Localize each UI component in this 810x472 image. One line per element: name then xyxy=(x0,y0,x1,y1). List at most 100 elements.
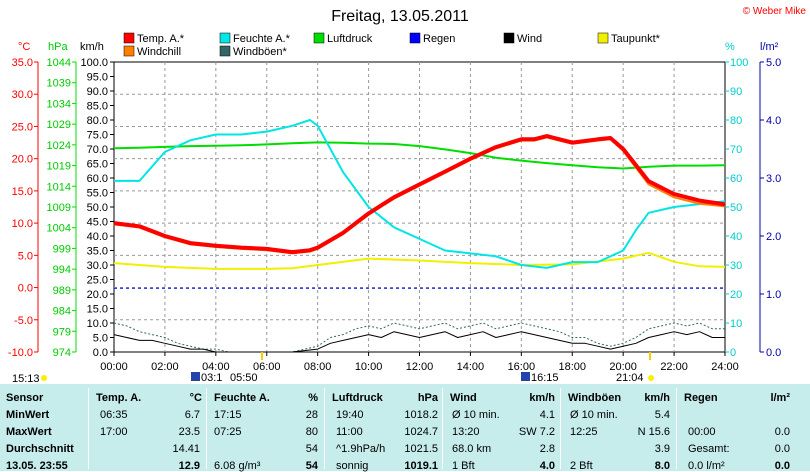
temp-tick-label: 0.0 xyxy=(18,283,33,295)
series-line-feuchte-a xyxy=(114,119,726,269)
wind-tick-label: 65.0 xyxy=(87,159,108,171)
stats-rain-value: 0.0 xyxy=(774,460,790,472)
rain-tick-label: 5.0 xyxy=(766,57,781,69)
legend: Temp. A.* Feuchte A.* Luftdruck Regen Wind Ta… xyxy=(123,32,661,58)
stats-gust-label: Ø 10 min. xyxy=(570,409,618,421)
stats-rain-label: 00:00 xyxy=(688,426,716,438)
x-tick-label: 18:00 xyxy=(558,361,586,373)
wind-unit-label: km/h xyxy=(80,41,104,53)
stats-header-pressure: Luftdruck xyxy=(332,392,383,404)
humidity-tick-label: 90 xyxy=(730,86,742,98)
x-tick-label: 16:00 xyxy=(508,361,536,373)
wind-tick-label: 0.0 xyxy=(93,347,108,359)
legend-swatch xyxy=(123,32,135,44)
wind-tick-label: 60.0 xyxy=(87,173,108,185)
stats-header-humidity-unit: % xyxy=(308,392,318,404)
wind-tick-label: 10.0 xyxy=(87,318,108,330)
pressure-tick-label: 984 xyxy=(53,306,71,318)
temp-tick-label: -5.0 xyxy=(14,315,33,327)
wind-tick-label: 50.0 xyxy=(87,202,108,214)
pressure-tick-label: 1034 xyxy=(47,98,71,110)
stats-header-humidity: Feuchte A. xyxy=(214,392,270,404)
rain-tick-label: 1.0 xyxy=(766,289,781,301)
wind-tick-label: 5.0 xyxy=(93,333,108,345)
stats-row-label: MinWert xyxy=(6,409,50,421)
humidity-tick-label: 30 xyxy=(730,260,742,272)
temp-tick-label: -10.0 xyxy=(8,347,33,359)
humidity-unit-label: % xyxy=(725,41,735,53)
stats-header-sensor: Sensor xyxy=(6,392,44,404)
pressure-tick-label: 1019 xyxy=(47,161,71,173)
stats-temp-time: 06:35 xyxy=(100,409,128,421)
column-separator xyxy=(560,388,561,469)
grid-lines xyxy=(114,62,725,352)
temp-tick-label: 35.0 xyxy=(12,57,33,69)
rain-tick-label: 2.0 xyxy=(766,231,781,243)
wind-tick-label: 95.0 xyxy=(87,72,108,84)
series-line-luftdruck xyxy=(113,141,726,170)
wind-tick-label: 55.0 xyxy=(87,188,108,200)
pressure-tick-label: 979 xyxy=(53,326,71,338)
pressure-tick-label: 999 xyxy=(53,243,71,255)
humidity-tick-label: 80 xyxy=(730,115,742,127)
marker-label-left: 15:13 xyxy=(12,373,40,384)
stats-humidity-value: 28 xyxy=(305,409,318,421)
sun-moon-markers: 15:13 03:1 05:50 16:15 21:04 xyxy=(12,352,654,384)
x-tick-label: 12:00 xyxy=(406,361,434,373)
stats-humidity-time: 07:25 xyxy=(214,426,242,438)
x-tick-label: 08:00 xyxy=(304,361,332,373)
sunset-label: 21:04 xyxy=(616,372,644,384)
legend-label: Wind xyxy=(517,33,542,45)
pressure-tick-label: 1004 xyxy=(47,223,71,235)
humidity-tick-label: 0 xyxy=(730,347,736,359)
pressure-tick-label: 994 xyxy=(53,264,71,276)
series-line-wind xyxy=(113,331,725,353)
stats-wind-label: 13:20 xyxy=(452,426,480,438)
humidity-tick-label: 10 xyxy=(730,318,742,330)
moonrise-label: 03:1 xyxy=(201,372,222,384)
x-tick-label: 02:00 xyxy=(151,361,179,373)
moon-icon xyxy=(521,372,530,381)
stats-gust-value: 5.4 xyxy=(654,409,670,421)
temp-tick-label: 10.0 xyxy=(12,218,33,230)
column-separator xyxy=(88,388,89,469)
rain-unit-label: l/m² xyxy=(760,41,779,53)
pressure-tick-label: 1039 xyxy=(47,78,71,90)
stats-rain-value: 0.0 xyxy=(774,426,790,438)
rain-tick-label: 4.0 xyxy=(766,115,781,127)
axes-layer: 35.0 30.0 25.0 20.0 15.0 10.0 5.0 0.0 -5.0 -10.0 1… xyxy=(8,41,781,373)
stats-rain-label: 0.0 l/m² xyxy=(688,460,725,472)
legend-swatch xyxy=(597,32,609,44)
wind-tick-label: 30.0 xyxy=(87,260,108,272)
legend-swatch xyxy=(503,32,515,44)
x-tick-label: 06:00 xyxy=(253,361,281,373)
stats-header-wind: Wind xyxy=(450,392,477,404)
wind-tick-label: 75.0 xyxy=(87,130,108,142)
pressure-tick-label: 974 xyxy=(53,347,71,359)
wind-tick-label: 20.0 xyxy=(87,289,108,301)
stats-gust-value: 3.9 xyxy=(654,443,670,455)
humidity-tick-label: 70 xyxy=(730,144,742,156)
pressure-tick-label: 1014 xyxy=(47,181,71,193)
legend-label: Regen xyxy=(423,33,455,45)
series-layer xyxy=(113,119,726,353)
legend-label: Luftdruck xyxy=(327,33,373,45)
stats-header-rain-unit: l/m² xyxy=(770,392,790,404)
stats-wind-value: 2.8 xyxy=(539,443,555,455)
wind-tick-label: 15.0 xyxy=(87,304,108,316)
column-separator xyxy=(206,388,207,469)
stats-pressure-time: 19:40 xyxy=(336,409,364,421)
pressure-tick-label: 1029 xyxy=(47,119,71,131)
x-tick-label: 10:00 xyxy=(355,361,383,373)
humidity-tick-label: 60 xyxy=(730,173,742,185)
wind-tick-label: 70.0 xyxy=(87,144,108,156)
stats-header-wind-unit: km/h xyxy=(529,392,555,404)
series-line-taupunkt xyxy=(113,251,726,270)
stats-header-pressure-unit: hPa xyxy=(417,392,438,404)
rain-tick-label: 0.0 xyxy=(766,347,781,359)
stats-row-label: 13.05. 23:55 xyxy=(6,460,68,472)
wind-tick-label: 45.0 xyxy=(87,217,108,229)
stats-row-label: Durchschnitt xyxy=(6,443,74,455)
stats-temp-value: 12.9 xyxy=(178,460,200,472)
legend-swatch xyxy=(313,32,325,44)
